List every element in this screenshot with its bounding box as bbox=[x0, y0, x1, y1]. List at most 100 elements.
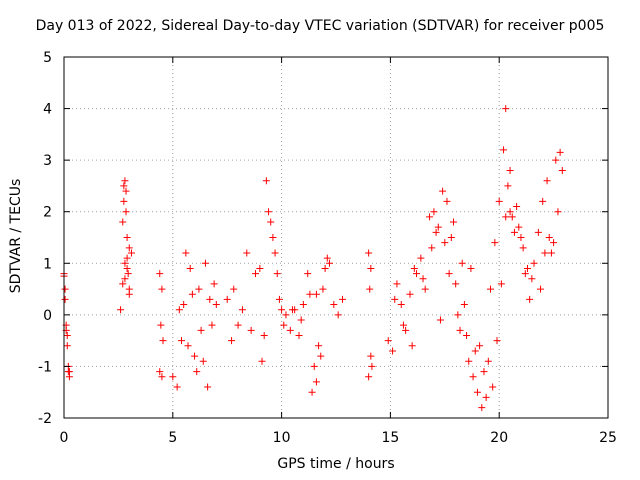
data-point bbox=[389, 347, 397, 355]
data-point bbox=[458, 259, 466, 267]
data-point bbox=[366, 285, 374, 293]
data-point bbox=[506, 208, 514, 216]
data-point bbox=[288, 306, 296, 314]
data-point bbox=[521, 270, 529, 278]
y-tick-label: -1 bbox=[38, 359, 52, 375]
data-point bbox=[534, 228, 542, 236]
data-point bbox=[120, 197, 128, 205]
data-point bbox=[182, 249, 190, 257]
data-point bbox=[269, 234, 277, 241]
y-tick-label: 1 bbox=[43, 256, 52, 272]
data-point bbox=[63, 342, 71, 350]
data-point bbox=[323, 254, 331, 262]
data-point bbox=[554, 208, 562, 216]
data-point bbox=[513, 203, 521, 211]
data-point bbox=[434, 223, 442, 231]
data-point bbox=[243, 249, 251, 257]
data-point bbox=[119, 280, 127, 288]
data-point bbox=[545, 234, 553, 241]
data-point bbox=[304, 270, 312, 278]
data-point bbox=[430, 208, 438, 216]
data-point bbox=[399, 321, 407, 329]
data-point bbox=[61, 295, 69, 303]
data-point bbox=[173, 383, 181, 391]
data-point bbox=[273, 270, 281, 278]
data-point bbox=[195, 285, 203, 293]
data-point bbox=[473, 388, 481, 396]
data-point bbox=[460, 301, 468, 309]
data-point bbox=[478, 404, 486, 412]
data-point bbox=[175, 306, 183, 314]
data-point bbox=[186, 264, 194, 272]
data-point bbox=[500, 146, 508, 154]
data-point bbox=[330, 301, 338, 309]
data-point bbox=[463, 331, 471, 339]
data-point bbox=[256, 264, 264, 272]
data-point bbox=[515, 223, 523, 231]
data-point bbox=[120, 182, 128, 190]
data-point bbox=[193, 368, 201, 376]
data-point bbox=[158, 373, 166, 381]
data-point bbox=[306, 290, 314, 298]
y-tick-label: 4 bbox=[43, 102, 52, 118]
data-point bbox=[238, 306, 246, 314]
data-point bbox=[497, 280, 505, 288]
data-point bbox=[119, 218, 127, 226]
data-point bbox=[312, 378, 320, 386]
data-point bbox=[282, 311, 290, 319]
data-point bbox=[123, 234, 131, 241]
x-tick-label: 5 bbox=[168, 430, 177, 446]
data-point bbox=[528, 275, 536, 283]
data-point bbox=[251, 270, 259, 278]
data-point bbox=[265, 208, 273, 216]
data-point bbox=[121, 177, 129, 185]
data-point bbox=[61, 285, 69, 293]
data-point bbox=[526, 295, 534, 303]
data-point bbox=[530, 259, 538, 267]
data-point bbox=[495, 197, 503, 205]
data-point bbox=[547, 249, 555, 257]
data-point bbox=[471, 347, 479, 355]
data-point bbox=[180, 301, 188, 309]
x-tick-label: 0 bbox=[60, 430, 69, 446]
data-point bbox=[63, 331, 71, 339]
data-point bbox=[275, 295, 283, 303]
data-point bbox=[125, 244, 133, 252]
data-point bbox=[319, 285, 327, 293]
data-point bbox=[297, 316, 305, 324]
data-point bbox=[286, 326, 294, 334]
data-point bbox=[127, 249, 135, 257]
data-point bbox=[367, 352, 375, 360]
data-point bbox=[201, 259, 209, 267]
data-point bbox=[208, 321, 216, 329]
data-point bbox=[299, 301, 307, 309]
x-axis-label: GPS time / hours bbox=[277, 456, 395, 472]
data-point bbox=[552, 156, 560, 164]
data-point bbox=[426, 213, 434, 221]
y-tick-label: 5 bbox=[43, 50, 52, 66]
data-point bbox=[156, 270, 164, 278]
data-point bbox=[519, 244, 527, 252]
data-point bbox=[539, 197, 547, 205]
axis-ticks: 0 5 10 15 20 25 -2 -1 0 1 2 3 4 5 bbox=[38, 50, 617, 446]
data-point bbox=[456, 326, 464, 334]
data-point bbox=[432, 228, 440, 236]
y-tick-label: 0 bbox=[43, 308, 52, 324]
data-point bbox=[339, 295, 347, 303]
data-point bbox=[321, 264, 329, 272]
data-point bbox=[502, 105, 510, 113]
data-point bbox=[402, 326, 410, 334]
data-point bbox=[117, 306, 125, 314]
data-point bbox=[191, 352, 199, 360]
data-point bbox=[550, 239, 558, 247]
data-point bbox=[465, 357, 473, 365]
data-point bbox=[223, 295, 231, 303]
data-point bbox=[315, 342, 323, 350]
data-point bbox=[184, 342, 192, 350]
data-point bbox=[408, 342, 416, 350]
y-tick-label: -2 bbox=[38, 411, 52, 427]
data-point bbox=[158, 285, 166, 293]
data-point bbox=[397, 301, 405, 309]
data-point bbox=[124, 270, 132, 278]
